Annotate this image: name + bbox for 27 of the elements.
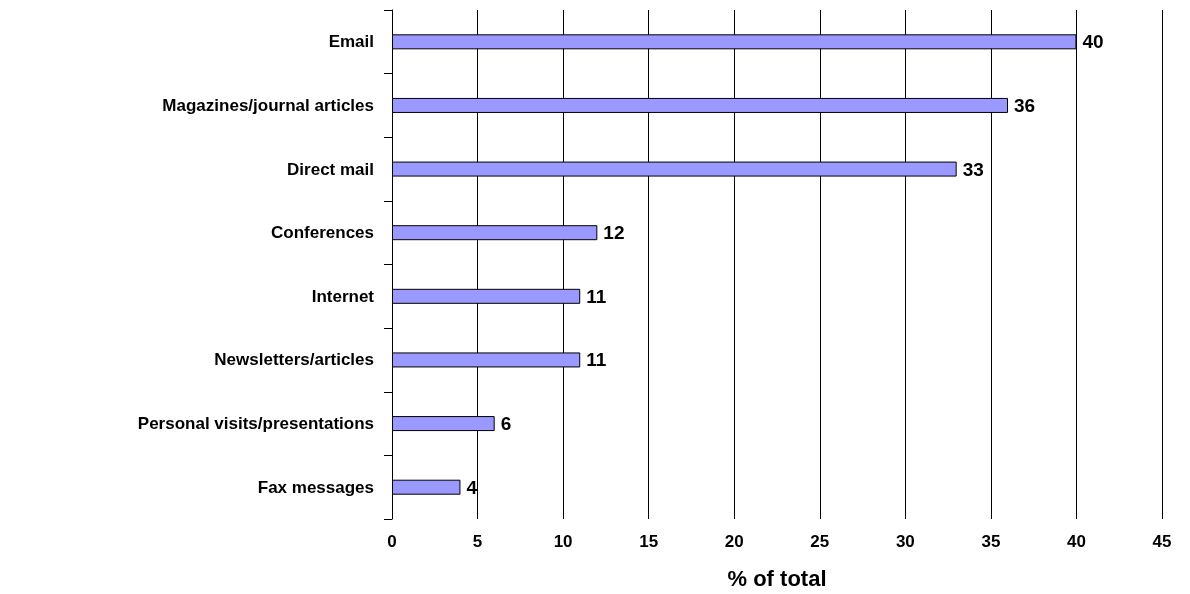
- x-tick-label: 20: [724, 532, 744, 551]
- data-label: 40: [1082, 31, 1104, 53]
- y-tick-label: Personal visits/presentations: [137, 414, 374, 434]
- data-label: 6: [500, 413, 512, 435]
- x-tick-label: 30: [895, 532, 915, 551]
- x-tick-label: 5: [472, 532, 483, 551]
- x-tick-label: 45: [1152, 532, 1172, 551]
- x-tick-label: 25: [810, 532, 830, 551]
- y-tick-label: Conferences: [271, 223, 374, 243]
- y-tick-label: Direct mail: [287, 159, 374, 179]
- x-tick-label: 40: [1066, 532, 1086, 551]
- data-label: 36: [1014, 94, 1036, 116]
- data-label: 11: [586, 285, 607, 307]
- data-label: 4: [466, 476, 478, 498]
- y-tick-label: Email: [328, 32, 374, 52]
- x-tick-label: 0: [387, 532, 397, 551]
- data-label: 12: [603, 222, 625, 244]
- x-tick-label: 10: [553, 532, 573, 551]
- x-tick-label: 35: [981, 532, 1001, 551]
- y-tick-label: Internet: [311, 286, 375, 306]
- y-tick-label: Fax messages: [257, 477, 374, 497]
- y-tick-label: Newsletters/articles: [214, 350, 374, 370]
- data-label: 11: [586, 349, 607, 371]
- data-label: 33: [962, 158, 984, 180]
- y-tick-label: Magazines/journal articles: [162, 95, 374, 115]
- x-tick-label: 15: [639, 532, 659, 551]
- x-axis-title: % of total: [727, 565, 827, 591]
